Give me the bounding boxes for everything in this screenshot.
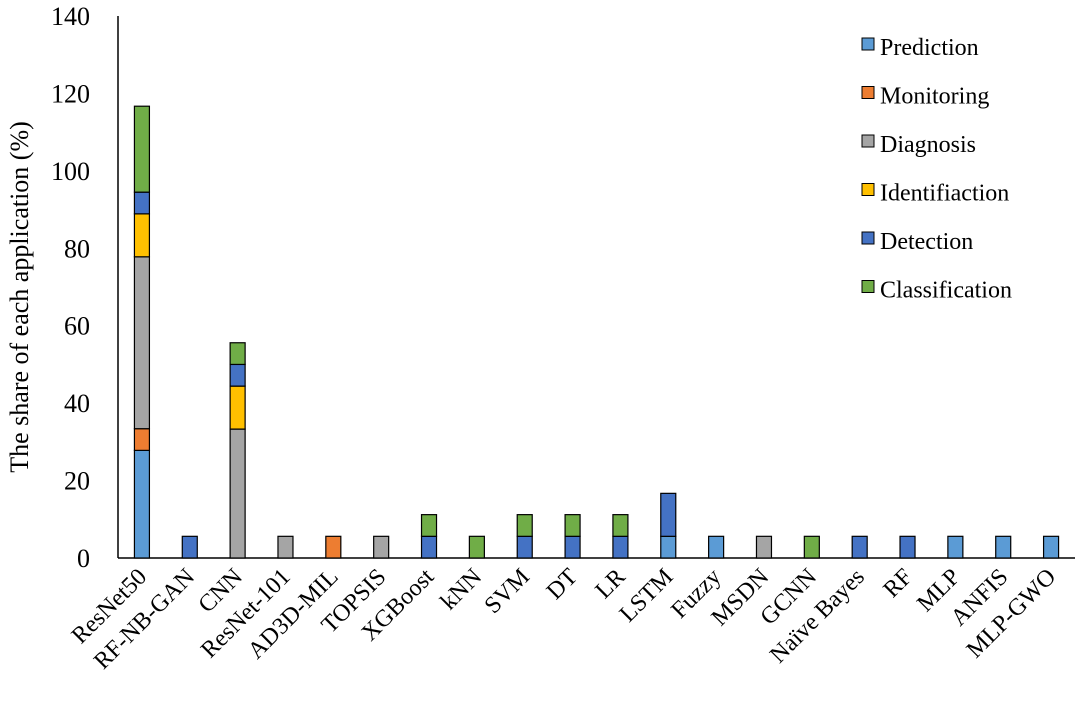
legend-swatch <box>861 37 875 51</box>
legend-swatch <box>861 134 875 148</box>
bar-segment <box>612 535 629 559</box>
y-tick-label: 140 <box>51 2 90 31</box>
legend-label: Diagnosis <box>880 132 976 158</box>
bar-segment <box>851 535 868 559</box>
bars <box>133 105 1060 559</box>
bar-segment <box>229 363 246 387</box>
bar-segment <box>373 535 390 559</box>
bar-segment <box>995 535 1012 559</box>
y-tick-label: 20 <box>64 467 90 496</box>
bar-segment <box>564 535 581 559</box>
bar-segment <box>133 449 151 559</box>
bar-segment <box>660 492 677 537</box>
bar-segment <box>420 535 438 559</box>
y-tick-labels: 0 20 40 60 80 100 120 140 <box>51 2 90 573</box>
legend-swatch <box>861 86 875 99</box>
bar-segment <box>660 535 677 559</box>
legend-swatch <box>861 231 875 245</box>
legend: Prediction Monitoring Diagnosis Identifiact… <box>861 35 1012 304</box>
bar-segment <box>133 428 151 451</box>
bar-segment <box>133 105 151 193</box>
bar-segment <box>1042 535 1060 559</box>
y-tick-label: 120 <box>51 79 90 108</box>
bar-segment <box>708 535 725 559</box>
legend-swatch <box>861 183 875 196</box>
bar-segment <box>420 514 438 537</box>
bar-segment <box>564 514 581 537</box>
y-tick-label: 60 <box>64 312 90 341</box>
x-tick-label: RF <box>879 564 918 603</box>
x-tick-label: LSTM <box>615 564 679 628</box>
bar-segment <box>468 535 485 559</box>
bar-segment <box>325 535 342 559</box>
y-tick-label: 0 <box>77 544 90 573</box>
x-tick-label: SVM <box>480 564 535 619</box>
bar-segment <box>229 428 246 559</box>
bar-segment <box>755 535 773 559</box>
bar-segment <box>277 535 294 559</box>
bar-segment <box>229 342 246 366</box>
bar-segment <box>803 535 820 559</box>
bar-segment <box>229 385 246 430</box>
legend-label: Identifiaction <box>880 181 1009 207</box>
bar-segment <box>133 256 151 430</box>
x-tick-label: kNN <box>436 564 487 615</box>
legend-label: Detection <box>880 229 973 255</box>
x-tick-labels: ResNet50RF-NB-GANCNNResNet-101AD3D-MILTO… <box>67 564 1061 675</box>
bar-segment <box>947 535 964 559</box>
legend-label: Monitoring <box>880 84 989 110</box>
bar-segment <box>133 191 151 215</box>
x-tick-label: LR <box>591 564 631 604</box>
bar-segment <box>181 535 198 559</box>
bar-segment <box>516 514 533 537</box>
y-tick-label: 40 <box>64 389 90 418</box>
bar-segment <box>516 535 533 559</box>
bar-segment <box>899 535 916 559</box>
y-axis-title: The share of each application (%) <box>5 121 34 473</box>
legend-label: Prediction <box>880 35 979 61</box>
y-tick-label: 80 <box>64 234 90 263</box>
legend-swatch <box>861 280 875 293</box>
legend-label: Classification <box>880 278 1012 304</box>
x-tick-label: DT <box>542 564 583 605</box>
y-tick-label: 100 <box>51 157 90 186</box>
bar-segment <box>133 213 151 258</box>
bar-segment <box>612 514 629 537</box>
